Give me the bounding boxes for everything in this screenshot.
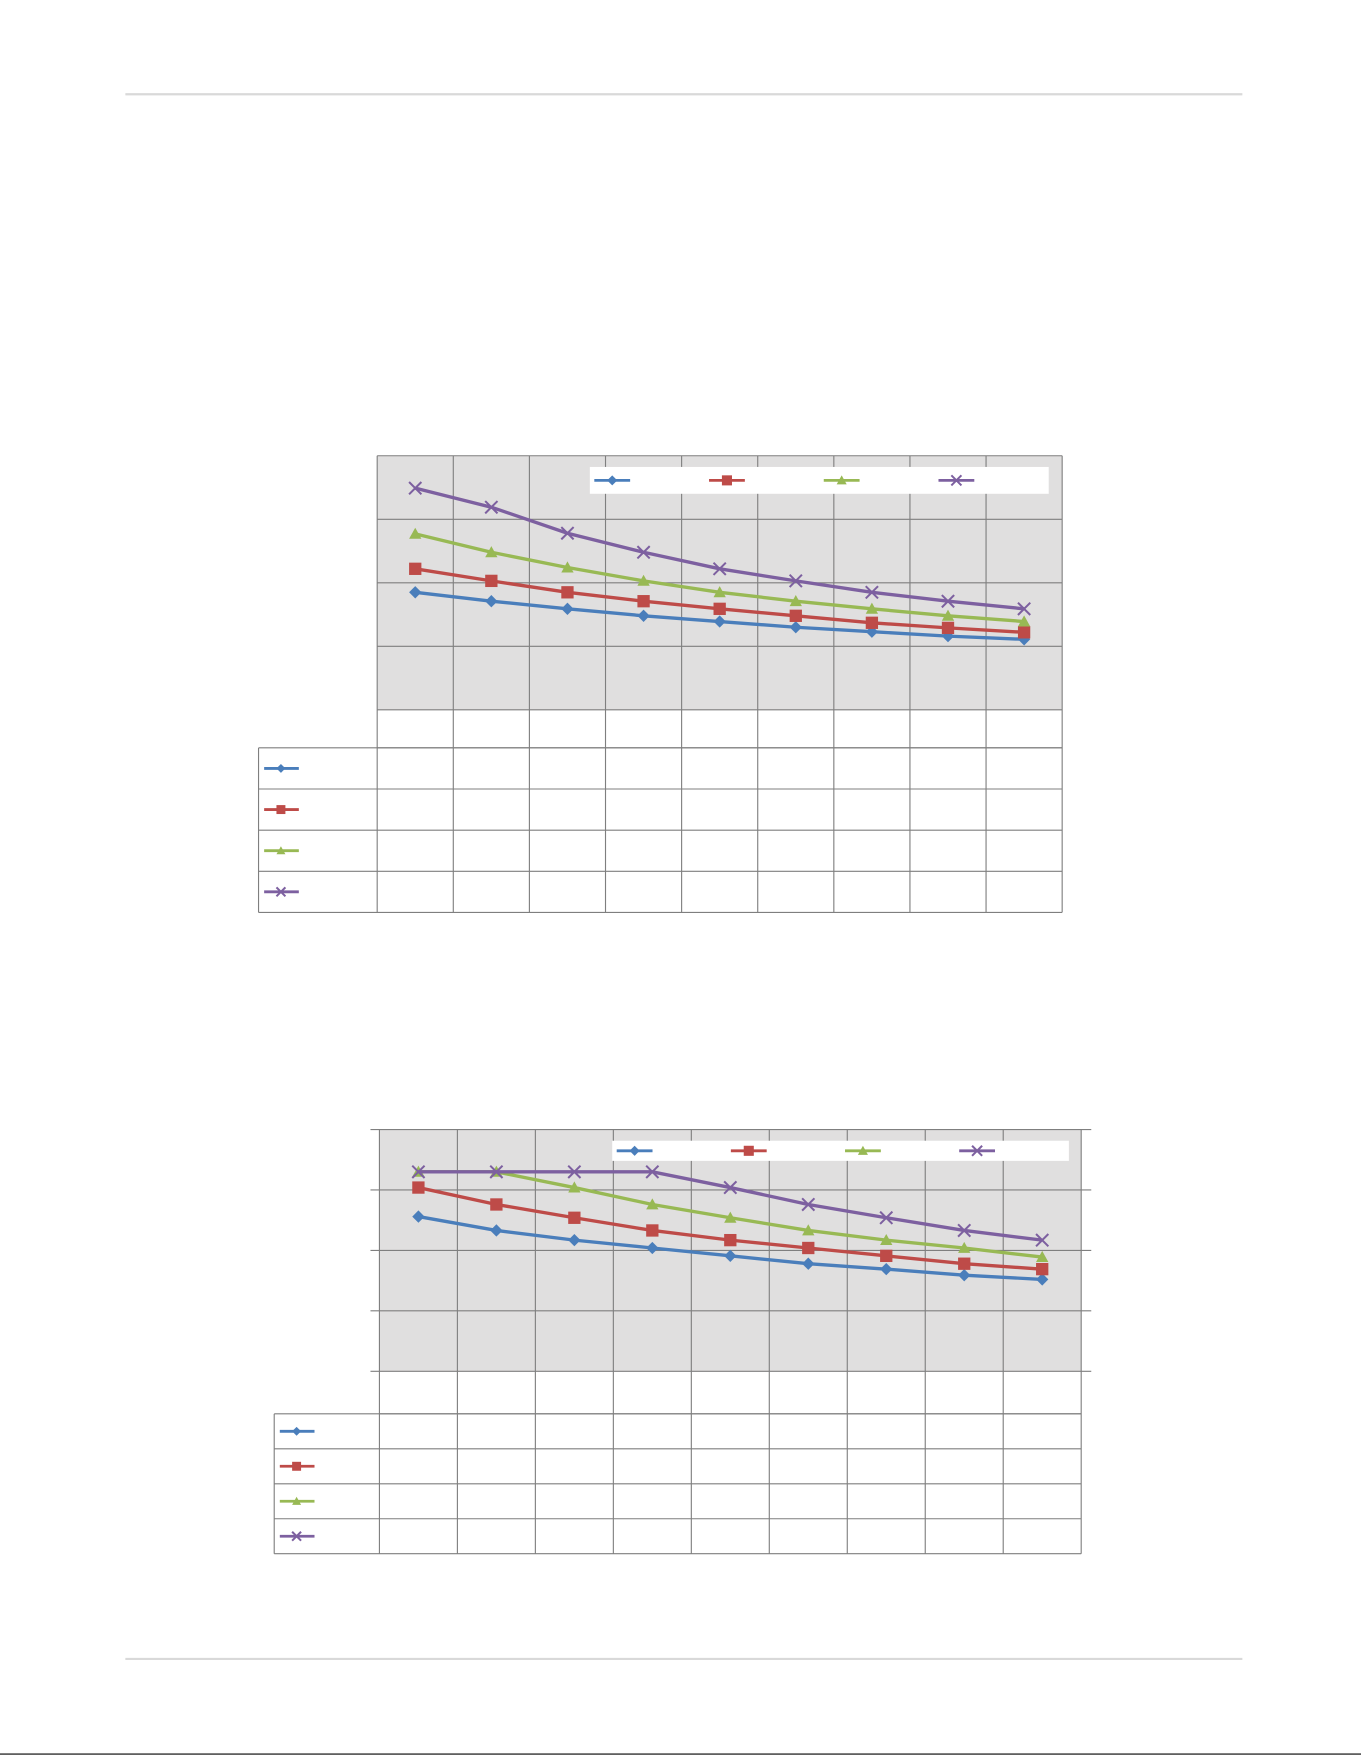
marker (713, 615, 726, 628)
marker (629, 1145, 640, 1156)
marker (788, 574, 803, 588)
marker (879, 1210, 894, 1225)
marker (1017, 601, 1031, 616)
marker (637, 609, 650, 622)
marker (713, 586, 726, 598)
marker (957, 1223, 972, 1238)
marker (275, 886, 287, 898)
marker (489, 1164, 504, 1179)
marker (561, 602, 574, 615)
marker (561, 586, 574, 599)
marker (880, 1233, 893, 1246)
marker (409, 527, 422, 539)
marker (971, 1145, 983, 1157)
marker (568, 1233, 581, 1247)
marker (801, 1197, 816, 1212)
marker (789, 609, 802, 622)
marker (958, 1257, 971, 1270)
marker (568, 1211, 581, 1224)
marker (292, 1461, 302, 1471)
marker (789, 621, 802, 634)
marker (941, 621, 955, 635)
marker (560, 526, 575, 541)
marker (646, 1224, 659, 1237)
marker (412, 1210, 425, 1223)
marker (865, 602, 879, 614)
marker (724, 1211, 737, 1223)
marker (721, 475, 732, 486)
marker (713, 602, 726, 615)
marker (646, 1241, 659, 1255)
marker (485, 574, 498, 588)
marker (941, 609, 955, 621)
marker (802, 1257, 815, 1270)
marker (276, 763, 286, 773)
marker (802, 1241, 815, 1255)
marker (724, 1249, 737, 1263)
marker (802, 1224, 815, 1236)
marker (880, 1262, 893, 1276)
marker (637, 574, 650, 586)
marker (1017, 626, 1031, 639)
marker (865, 585, 879, 600)
marker (411, 1164, 426, 1179)
marker (958, 1269, 971, 1282)
marker (743, 1145, 754, 1156)
marker (412, 1181, 425, 1194)
marker (723, 1180, 738, 1195)
marker (950, 474, 963, 487)
marker (276, 846, 286, 855)
marker (1036, 1262, 1049, 1276)
marker (636, 545, 651, 560)
marker (408, 481, 423, 496)
marker (484, 500, 499, 515)
legend (612, 1140, 1069, 1161)
marker (724, 1233, 737, 1247)
marker (276, 805, 286, 815)
marker (836, 475, 847, 485)
marker (645, 1164, 660, 1179)
marker (485, 546, 498, 558)
marker (958, 1241, 971, 1253)
marker (857, 1145, 868, 1155)
marker (292, 1426, 302, 1436)
marker (567, 1164, 582, 1179)
marker (561, 561, 574, 573)
marker (409, 562, 422, 575)
marker (1035, 1233, 1050, 1248)
marker (637, 595, 650, 608)
marker (568, 1181, 581, 1193)
legend (589, 466, 1049, 494)
marker (490, 1198, 503, 1211)
marker (865, 616, 879, 629)
marker (646, 1198, 659, 1210)
marker (712, 561, 727, 576)
marker (880, 1249, 893, 1263)
marker (1036, 1250, 1049, 1262)
marker (789, 595, 802, 607)
marker (941, 594, 955, 609)
marker (291, 1531, 302, 1542)
marker (292, 1496, 302, 1505)
marker (1017, 615, 1031, 627)
marker (409, 586, 422, 599)
